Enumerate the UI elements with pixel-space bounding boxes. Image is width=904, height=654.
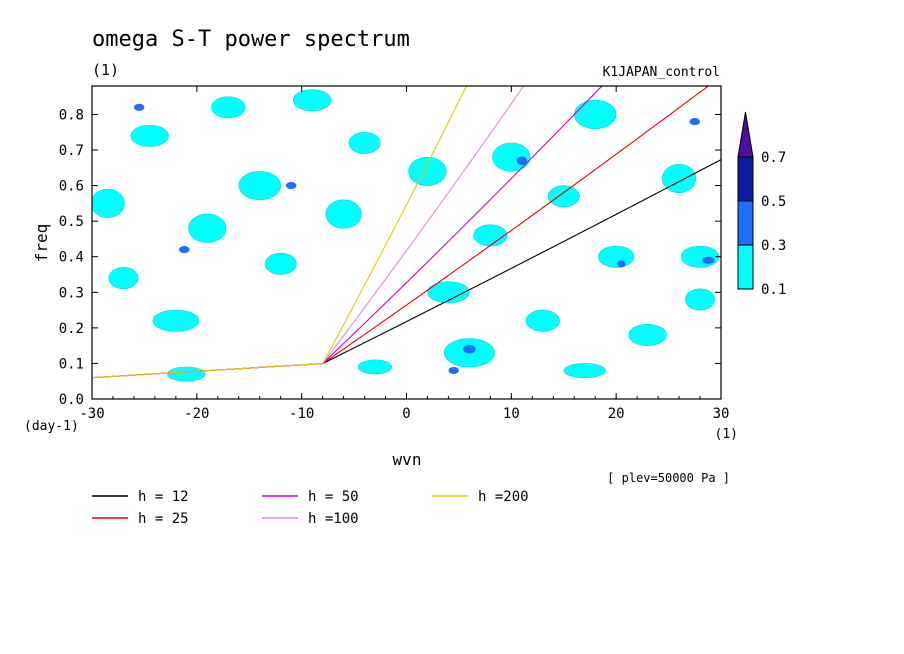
contour-blob [92, 188, 125, 218]
contour-blob [525, 309, 560, 332]
contour-blob [292, 89, 332, 112]
contour-blob [563, 363, 606, 378]
y-tick-label: 0.2 [59, 321, 84, 337]
x-tick-label: 10 [503, 406, 520, 422]
contour-blob [133, 103, 145, 111]
contour-blob [167, 366, 206, 382]
contour-blob [617, 260, 626, 268]
colorbar-extension [737, 111, 754, 158]
y-axis: 0.0 0.1 0.2 0.3 0.4 0.5 0.6 0.7 0.8 [59, 107, 721, 408]
y-unit-label: (day-1) [24, 419, 79, 434]
x-unit-label: (1) [715, 427, 738, 442]
colorbar-segment [737, 244, 754, 290]
contour-blob [238, 171, 281, 201]
contour-blob [130, 124, 169, 147]
contour-blob [325, 199, 362, 229]
contour-fill-layer [92, 89, 720, 382]
legend-label: h =100 [308, 511, 359, 527]
x-axis-label: wvn [393, 450, 422, 469]
contour-blob [689, 118, 701, 126]
dispersion-line [92, 86, 468, 379]
contour-blob [448, 366, 459, 375]
legend: h = 12 h = 25 h = 50 h =100 h =200 [92, 489, 529, 527]
colorbar-label: 0.5 [761, 194, 786, 210]
contour-blob [357, 359, 393, 375]
contour-blob [573, 99, 617, 129]
dispersion-curves [92, 86, 721, 379]
y-tick-label: 0.1 [59, 356, 84, 372]
y-tick-label: 0.0 [59, 392, 84, 408]
contour-blob [547, 185, 580, 208]
experiment-label: K1JAPAN_control [603, 65, 720, 80]
contour-blob [264, 252, 297, 275]
contour-blob [598, 245, 635, 268]
colorbar-label: 0.3 [761, 238, 786, 254]
x-axis: -30 -20 -10 0 10 20 30 [79, 86, 729, 422]
plev-annotation: [ plev=50000 Pa ] [607, 471, 730, 485]
y-tick-label: 0.6 [59, 179, 84, 195]
y-axis-label: freq [32, 224, 51, 263]
units-label: (1) [92, 61, 119, 79]
legend-label: h = 50 [308, 489, 359, 505]
legend-label: h = 25 [138, 511, 189, 527]
contour-blob [108, 267, 139, 290]
x-tick-label: -20 [184, 406, 209, 422]
contour-blob [661, 163, 697, 194]
chart-title: omega S-T power spectrum [92, 27, 410, 52]
x-tick-label: -10 [289, 406, 314, 422]
contour-blob [685, 288, 716, 311]
contour-blob [348, 131, 381, 154]
colorbar-label: 0.1 [761, 282, 786, 298]
colorbar: 0.1 0.3 0.5 0.7 [737, 111, 786, 298]
plot-area [92, 86, 721, 399]
colorbar-segment [737, 200, 754, 246]
contour-blob [285, 182, 297, 190]
y-tick-label: 0.8 [59, 107, 84, 123]
contour-blob [427, 281, 470, 304]
x-tick-label: 0 [402, 406, 410, 422]
y-tick-label: 0.3 [59, 285, 84, 301]
colorbar-label: 0.7 [761, 150, 786, 166]
x-tick-label: 20 [608, 406, 625, 422]
y-tick-label: 0.5 [59, 214, 84, 230]
contour-blob [188, 213, 227, 243]
legend-label: h =200 [478, 489, 529, 505]
contour-blob [408, 156, 447, 186]
contour-blob [463, 344, 476, 354]
contour-blob [473, 224, 508, 247]
x-tick-label: -30 [79, 406, 104, 422]
y-tick-label: 0.7 [59, 143, 84, 159]
x-tick-label: 30 [713, 406, 730, 422]
contour-blob [628, 324, 667, 346]
contour-blob [152, 309, 200, 332]
legend-label: h = 12 [138, 489, 189, 505]
y-tick-label: 0.4 [59, 250, 84, 266]
contour-blob [680, 245, 720, 268]
colorbar-segment [737, 156, 754, 202]
contour-blob [179, 246, 190, 254]
contour-blob [702, 256, 715, 264]
contour-blob [516, 156, 528, 165]
contour-blob [211, 96, 246, 119]
